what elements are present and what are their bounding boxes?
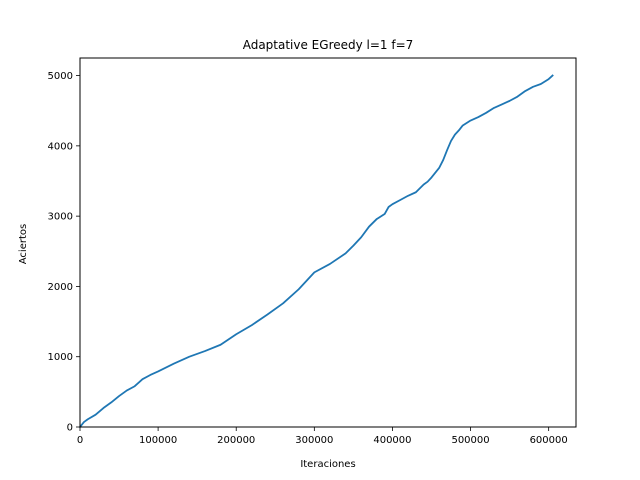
chart-title: Adaptative EGreedy l=1 f=7 <box>243 38 414 52</box>
x-tick-label: 100000 <box>139 435 177 446</box>
y-tick-label: 1000 <box>48 352 73 363</box>
y-tick-label: 0 <box>67 423 73 434</box>
y-tick-label: 2000 <box>48 282 73 293</box>
plot-frame <box>79 57 577 428</box>
y-tick-label: 3000 <box>48 212 73 223</box>
x-tick-label: 300000 <box>295 435 333 446</box>
x-tick-label: 600000 <box>530 435 568 446</box>
y-tick-label: 5000 <box>48 71 73 82</box>
series-line-1 <box>78 74 554 429</box>
x-tick-label: 0 <box>77 435 83 446</box>
plot-area <box>78 74 554 429</box>
y-axis-title: Aciertos <box>18 224 29 264</box>
x-axis-title: Iteraciones <box>300 459 355 470</box>
x-tick-label: 500000 <box>451 435 489 446</box>
y-tick-label: 4000 <box>48 141 73 152</box>
x-tick-label: 200000 <box>217 435 255 446</box>
x-tick-label: 400000 <box>373 435 411 446</box>
axes: 0 100000 200000 300000 400000 500000 600000 0 10… <box>48 57 577 446</box>
